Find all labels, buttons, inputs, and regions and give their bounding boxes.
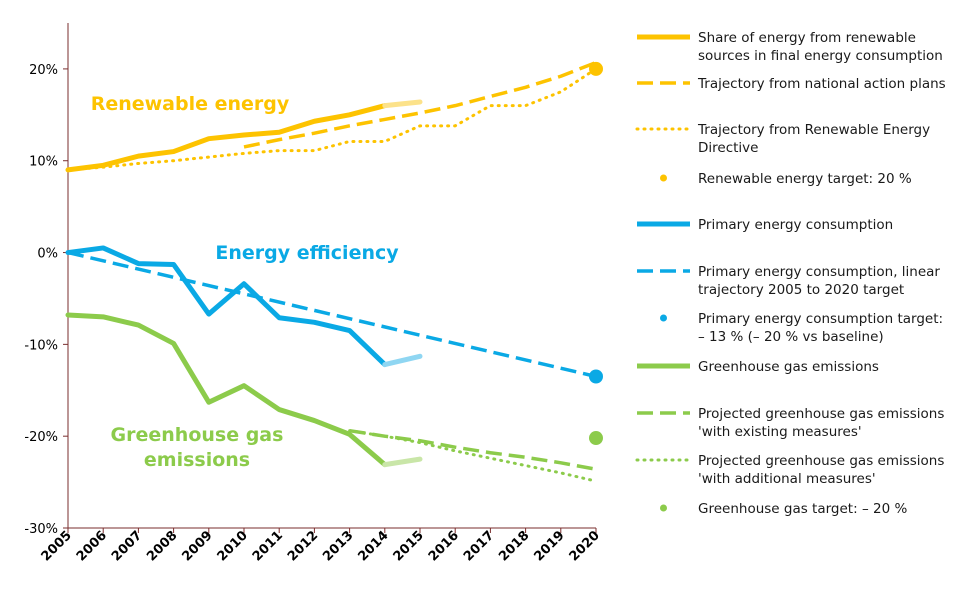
y-tick-label: 0% bbox=[37, 247, 58, 262]
x-tick-label: 2011 bbox=[250, 528, 286, 564]
x-tick-label: 2007 bbox=[109, 528, 145, 564]
x-tick-label: 2012 bbox=[285, 528, 321, 564]
target-point-renewable-energy-target-20 bbox=[589, 61, 603, 76]
x-tick-label: 2018 bbox=[496, 528, 532, 564]
legend-label: trajectory 2005 to 2020 target bbox=[698, 282, 904, 298]
target-point-primary-energy-consumption-target-13-20-vs-baseline bbox=[589, 369, 603, 384]
legend-label: Trajectory from Renewable Energy bbox=[697, 122, 930, 138]
y-tick-label: -10% bbox=[24, 338, 58, 353]
series-line-projected-greenhouse-gas-emissions-with-existing-measures bbox=[349, 428, 597, 471]
x-tick-label: 2010 bbox=[215, 528, 251, 564]
y-tick-label: -30% bbox=[24, 522, 58, 537]
y-tick-label: 10% bbox=[29, 155, 58, 170]
legend-label: 'with existing measures' bbox=[698, 424, 862, 440]
annotation-renewable-energy: Renewable energy bbox=[91, 93, 290, 115]
x-tick-label: 2015 bbox=[391, 528, 427, 564]
legend-label: Greenhouse gas target: – 20 % bbox=[698, 501, 907, 517]
legend-label: Greenhouse gas emissions bbox=[698, 359, 879, 375]
series-line-trajectory-from-renewable-energy-directive bbox=[66, 67, 598, 172]
legend-label: – 13 % (– 20 % vs baseline) bbox=[698, 329, 884, 345]
legend-label: 'with additional measures' bbox=[698, 471, 876, 487]
y-tick-label: -20% bbox=[24, 430, 58, 445]
legend: Share of energy from renewable sources in… bbox=[635, 30, 946, 517]
y-tick-label: 20% bbox=[29, 63, 58, 78]
x-tick-label: 2008 bbox=[144, 528, 180, 564]
legend-label: Share of energy from renewable bbox=[698, 30, 916, 46]
series-line-greenhouse-gas-emissions bbox=[65, 312, 388, 468]
series-line-primary-energy-consumption bbox=[65, 245, 388, 368]
legend-swatch-greenhouse-gas-target-20 bbox=[660, 504, 667, 512]
x-tick-label: 2014 bbox=[355, 528, 391, 564]
legend-label: Primary energy consumption bbox=[698, 217, 893, 233]
series-line-share-of-energy-from-renewable-sources-in-final-energy-consumption bbox=[65, 103, 388, 173]
x-tick-label: 2009 bbox=[179, 528, 215, 564]
legend-swatch-renewable-energy-target-20 bbox=[660, 174, 667, 182]
legend-swatch-primary-energy-consumption-target-13-20-vs-baseline bbox=[660, 314, 667, 322]
x-tick-label: 2006 bbox=[74, 528, 110, 564]
annotation-emissions: emissions bbox=[144, 449, 250, 471]
legend-label: Primary energy consumption, linear bbox=[698, 264, 940, 280]
series-line-continuation-10 bbox=[382, 456, 423, 468]
annotation-greenhouse-gas: Greenhouse gas bbox=[111, 424, 284, 446]
series-line-continuation-1 bbox=[382, 99, 423, 109]
series-line-primary-energy-consumption-linear-trajectory-2005-to-2020-target bbox=[67, 250, 597, 379]
series-line-continuation-6 bbox=[382, 353, 423, 368]
legend-label: Projected greenhouse gas emissions bbox=[698, 406, 944, 422]
legend-label: Projected greenhouse gas emissions bbox=[698, 453, 944, 469]
legend-label: sources in final energy consumption bbox=[698, 48, 943, 64]
series-layer bbox=[65, 60, 603, 483]
legend-label: Primary energy consumption target: bbox=[698, 311, 943, 327]
series-line-projected-greenhouse-gas-emissions-with-additional-measures bbox=[348, 429, 598, 483]
annotation-energy-efficiency: Energy efficiency bbox=[215, 242, 399, 264]
annotation-layer: Renewable energy Energy efficiency Greenho… bbox=[91, 93, 400, 471]
legend-label: Trajectory from national action plans bbox=[697, 76, 946, 92]
target-point-greenhouse-gas-target-20 bbox=[589, 431, 603, 446]
x-tick-label: 2013 bbox=[320, 528, 356, 564]
x-tick-label: 2016 bbox=[426, 528, 462, 564]
x-tick-label: 2019 bbox=[531, 528, 567, 564]
x-tick-label: 2017 bbox=[461, 528, 497, 564]
x-tick-label: 2020 bbox=[567, 528, 603, 564]
legend-label: Renewable energy target: 20 % bbox=[698, 171, 912, 187]
legend-label: Directive bbox=[698, 140, 758, 156]
series-line-trajectory-from-national-action-plans bbox=[243, 60, 597, 149]
